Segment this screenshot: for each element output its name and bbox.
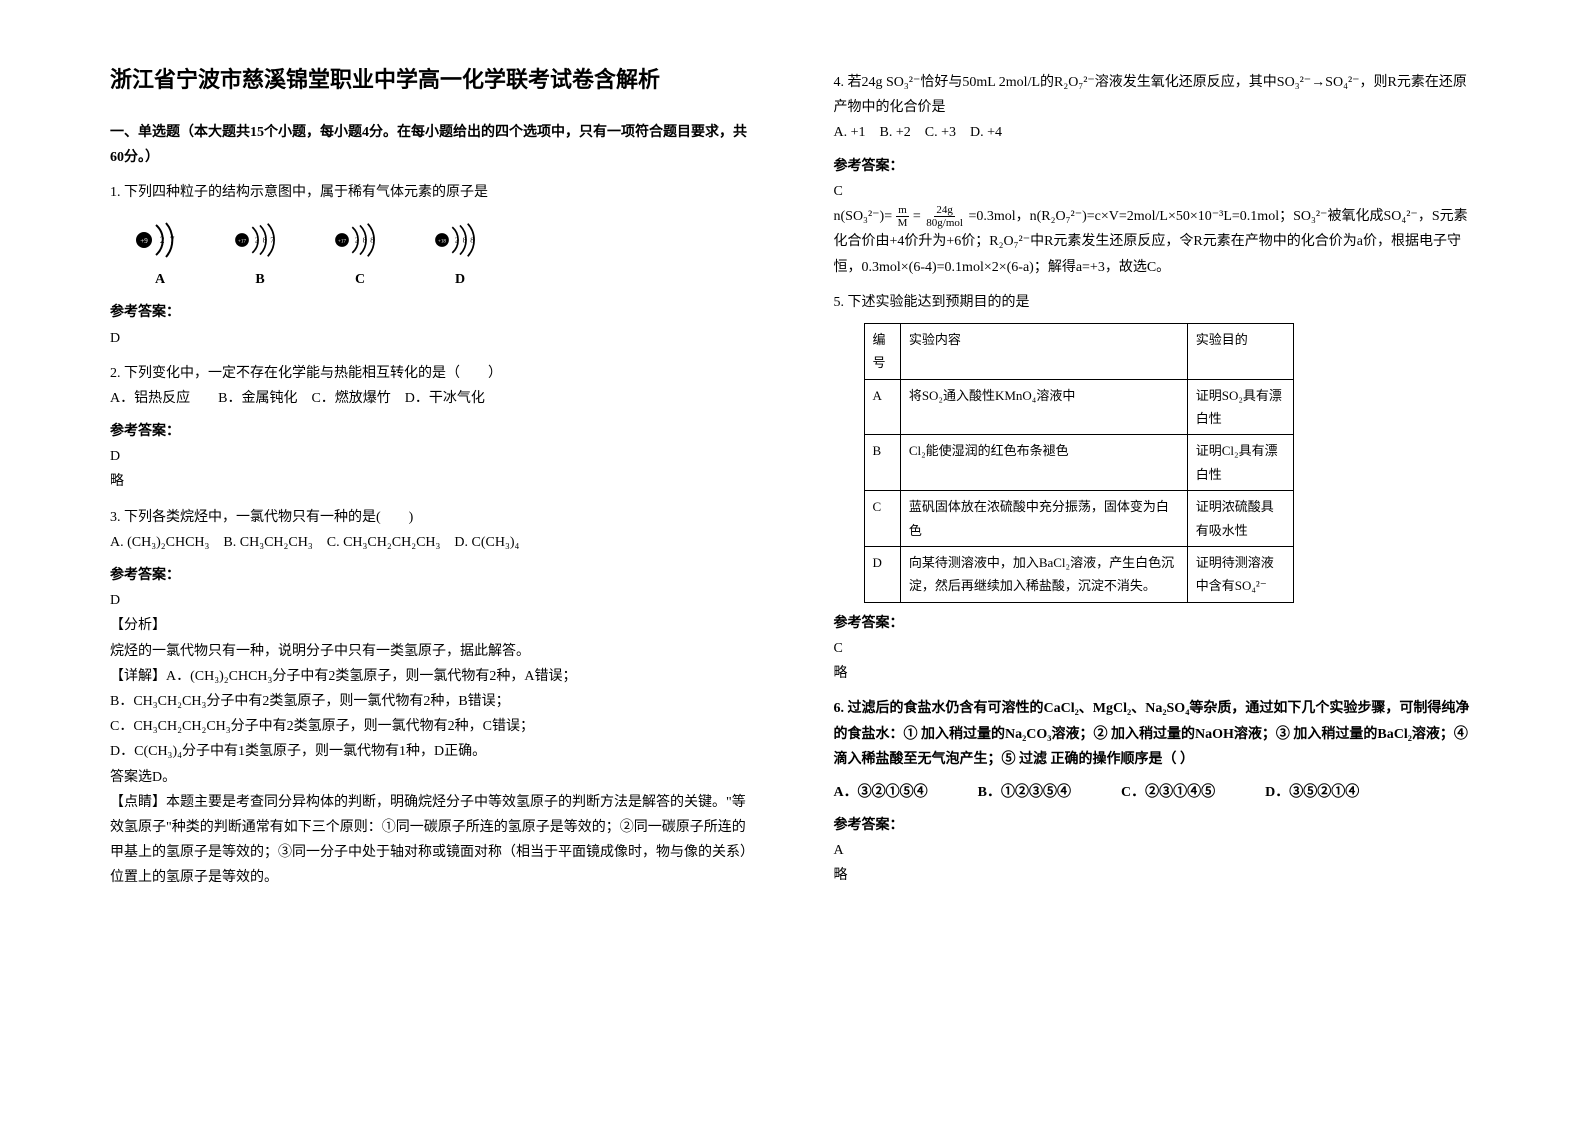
atom-label: D [455, 267, 465, 292]
q3-analysis-label: 【分析】 [110, 613, 754, 638]
q4-explain: n(SO₃²⁻)= mM = 24g80g/mol =0.3mol，n(R₂O₇… [834, 204, 1478, 280]
q3-answer: D [110, 588, 754, 613]
question-6: 6. 过滤后的食盐水仍含有可溶性的CaCl₂、MgCl₂、Na₂SO₄等杂质，通… [834, 696, 1478, 888]
question-5: 5. 下述实验能达到预期目的的是 编号 实验内容 实验目的 A 将SO₂通入酸性… [834, 290, 1478, 687]
svg-text:+9: +9 [140, 237, 148, 245]
q5-answer: C [834, 636, 1478, 661]
cell: 蓝矾固体放在浓硫酸中充分振荡，固体变为白色 [900, 491, 1187, 547]
cell: 证明Cl₂具有漂白性 [1187, 435, 1293, 491]
q6-options: A．③②①⑤④ B．①②③⑤④ C．②③①④⑤ D．③⑤②①④ [834, 780, 1478, 805]
atom-icon: +17 2 8 7 [230, 215, 290, 265]
th-1: 实验内容 [900, 323, 1187, 379]
q2-note: 略 [110, 469, 754, 494]
q2-answer: D [110, 444, 754, 469]
opt-d: D．③⑤②①④ [1265, 780, 1359, 805]
q1-stem: 1. 下列四种粒子的结构示意图中，属于稀有气体元素的原子是 [110, 180, 754, 205]
atom-label: B [255, 267, 264, 292]
cell: D [864, 547, 900, 603]
cell: 将SO₂通入酸性KMnO₄溶液中 [900, 379, 1187, 435]
table-row: C 蓝矾固体放在浓硫酸中充分振荡，固体变为白色 证明浓硫酸具有吸水性 [864, 491, 1293, 547]
atom-a: +9 2 7 A [130, 215, 190, 292]
table-row: B Cl₂能使湿润的红色布条褪色 证明Cl₂具有漂白性 [864, 435, 1293, 491]
q2-options: A．铝热反应 B．金属钝化 C．燃放爆竹 D．干冰气化 [110, 386, 754, 411]
atom-d: +18 2 8 8 D [430, 215, 490, 292]
svg-text:8: 8 [263, 236, 267, 245]
cell: C [864, 491, 900, 547]
svg-text:8: 8 [470, 236, 474, 245]
question-4: 4. 若24g SO₃²⁻恰好与50mL 2mol/L的R₂O₇²⁻溶液发生氧化… [834, 70, 1478, 280]
svg-text:2: 2 [355, 236, 359, 245]
svg-text:2: 2 [255, 236, 259, 245]
question-3: 3. 下列各类烷烃中，一氯代物只有一种的是( ) A. (CH₃)₂CHCH₃ … [110, 505, 754, 891]
svg-text:2: 2 [455, 236, 459, 245]
q6-stem: 6. 过滤后的食盐水仍含有可溶性的CaCl₂、MgCl₂、Na₂SO₄等杂质，通… [834, 696, 1478, 772]
q3-tip: 【点睛】本题主要是考查同分异构体的判断，明确烷烃分子中等效氢原子的判断方法是解答… [110, 790, 754, 891]
answer-label: 参考答案： [834, 813, 1478, 838]
th-0: 编号 [864, 323, 900, 379]
opt-a: A．③②①⑤④ [834, 780, 928, 805]
q3-detail-c: C．CH₃CH₂CH₂CH₃分子中有2类氢原子，则一氯代物有2种，C错误； [110, 714, 754, 739]
svg-text:+17: +17 [238, 239, 246, 245]
q3-conclusion: 答案选D。 [110, 765, 754, 790]
q5-note: 略 [834, 661, 1478, 686]
svg-text:7: 7 [270, 236, 274, 245]
cell: A [864, 379, 900, 435]
q3-detail-b: B．CH₃CH₂CH₃分子中有2类氢原子，则一氯代物有2种，B错误； [110, 689, 754, 714]
cell: 证明待测溶液中含有SO₄²⁻ [1187, 547, 1293, 603]
question-1: 1. 下列四种粒子的结构示意图中，属于稀有气体元素的原子是 +9 2 7 A +… [110, 180, 754, 351]
q3-detail-d: D．C(CH₃)₄分子中有1类氢原子，则一氯代物有1种，D正确。 [110, 739, 754, 764]
table-row: A 将SO₂通入酸性KMnO₄溶液中 证明SO₂具有漂白性 [864, 379, 1293, 435]
atom-icon: +17 2 8 8 [330, 215, 390, 265]
cell: 向某待测溶液中，加入BaCl₂溶液，产生白色沉淀，然后再继续加入稀盐酸，沉淀不消… [900, 547, 1187, 603]
cell: Cl₂能使湿润的红色布条褪色 [900, 435, 1187, 491]
atom-icon: +9 2 7 [130, 215, 190, 265]
q4-answer: C [834, 179, 1478, 204]
question-2: 2. 下列变化中，一定不存在化学能与热能相互转化的是（ ） A．铝热反应 B．金… [110, 361, 754, 495]
svg-text:8: 8 [363, 236, 367, 245]
table-header-row: 编号 实验内容 实验目的 [864, 323, 1293, 379]
opt-b: B．①②③⑤④ [978, 780, 1071, 805]
svg-text:+18: +18 [438, 239, 446, 245]
q4-options: A. +1 B. +2 C. +3 D. +4 [834, 120, 1478, 145]
svg-text:8: 8 [463, 236, 467, 245]
q5-stem: 5. 下述实验能达到预期目的的是 [834, 290, 1478, 315]
svg-text:7: 7 [170, 235, 175, 245]
atom-b: +17 2 8 7 B [230, 215, 290, 292]
q5-table: 编号 实验内容 实验目的 A 将SO₂通入酸性KMnO₄溶液中 证明SO₂具有漂… [864, 323, 1294, 603]
atom-c: +17 2 8 8 C [330, 215, 390, 292]
table-row: D 向某待测溶液中，加入BaCl₂溶液，产生白色沉淀，然后再继续加入稀盐酸，沉淀… [864, 547, 1293, 603]
atom-label: A [155, 267, 165, 292]
q4-stem: 4. 若24g SO₃²⁻恰好与50mL 2mol/L的R₂O₇²⁻溶液发生氧化… [834, 70, 1478, 120]
answer-label: 参考答案： [110, 419, 754, 444]
atom-label: C [355, 267, 365, 292]
answer-label: 参考答案： [834, 154, 1478, 179]
q2-stem: 2. 下列变化中，一定不存在化学能与热能相互转化的是（ ） [110, 361, 754, 386]
atom-diagram-row: +9 2 7 A +17 2 8 7 [130, 215, 754, 292]
opt-c: C．②③①④⑤ [1121, 780, 1215, 805]
cell: 证明浓硫酸具有吸水性 [1187, 491, 1293, 547]
svg-text:8: 8 [370, 236, 374, 245]
th-2: 实验目的 [1187, 323, 1293, 379]
answer-label: 参考答案： [834, 611, 1478, 636]
q3-analysis: 烷烃的一氯代物只有一种，说明分子中只有一类氢原子，据此解答。 [110, 639, 754, 664]
page-title: 浙江省宁波市慈溪锦堂职业中学高一化学联考试卷含解析 [110, 60, 754, 100]
answer-label: 参考答案： [110, 563, 754, 588]
cell: 证明SO₂具有漂白性 [1187, 379, 1293, 435]
svg-text:2: 2 [160, 235, 165, 245]
q6-note: 略 [834, 863, 1478, 888]
q3-options: A. (CH₃)₂CHCH₃ B. CH₃CH₂CH₃ C. CH₃CH₂CH₂… [110, 530, 754, 555]
answer-label: 参考答案： [110, 300, 754, 325]
q3-stem: 3. 下列各类烷烃中，一氯代物只有一种的是( ) [110, 505, 754, 530]
q3-detail: 【详解】A．(CH₃)₂CHCH₃分子中有2类氢原子，则一氯代物有2种，A错误； [110, 664, 754, 689]
q6-answer: A [834, 838, 1478, 863]
atom-icon: +18 2 8 8 [430, 215, 490, 265]
section-header: 一、单选题（本大题共15个小题，每小题4分。在每小题给出的四个选项中，只有一项符… [110, 120, 754, 170]
svg-text:+17: +17 [338, 239, 346, 245]
q1-answer: D [110, 326, 754, 351]
cell: B [864, 435, 900, 491]
